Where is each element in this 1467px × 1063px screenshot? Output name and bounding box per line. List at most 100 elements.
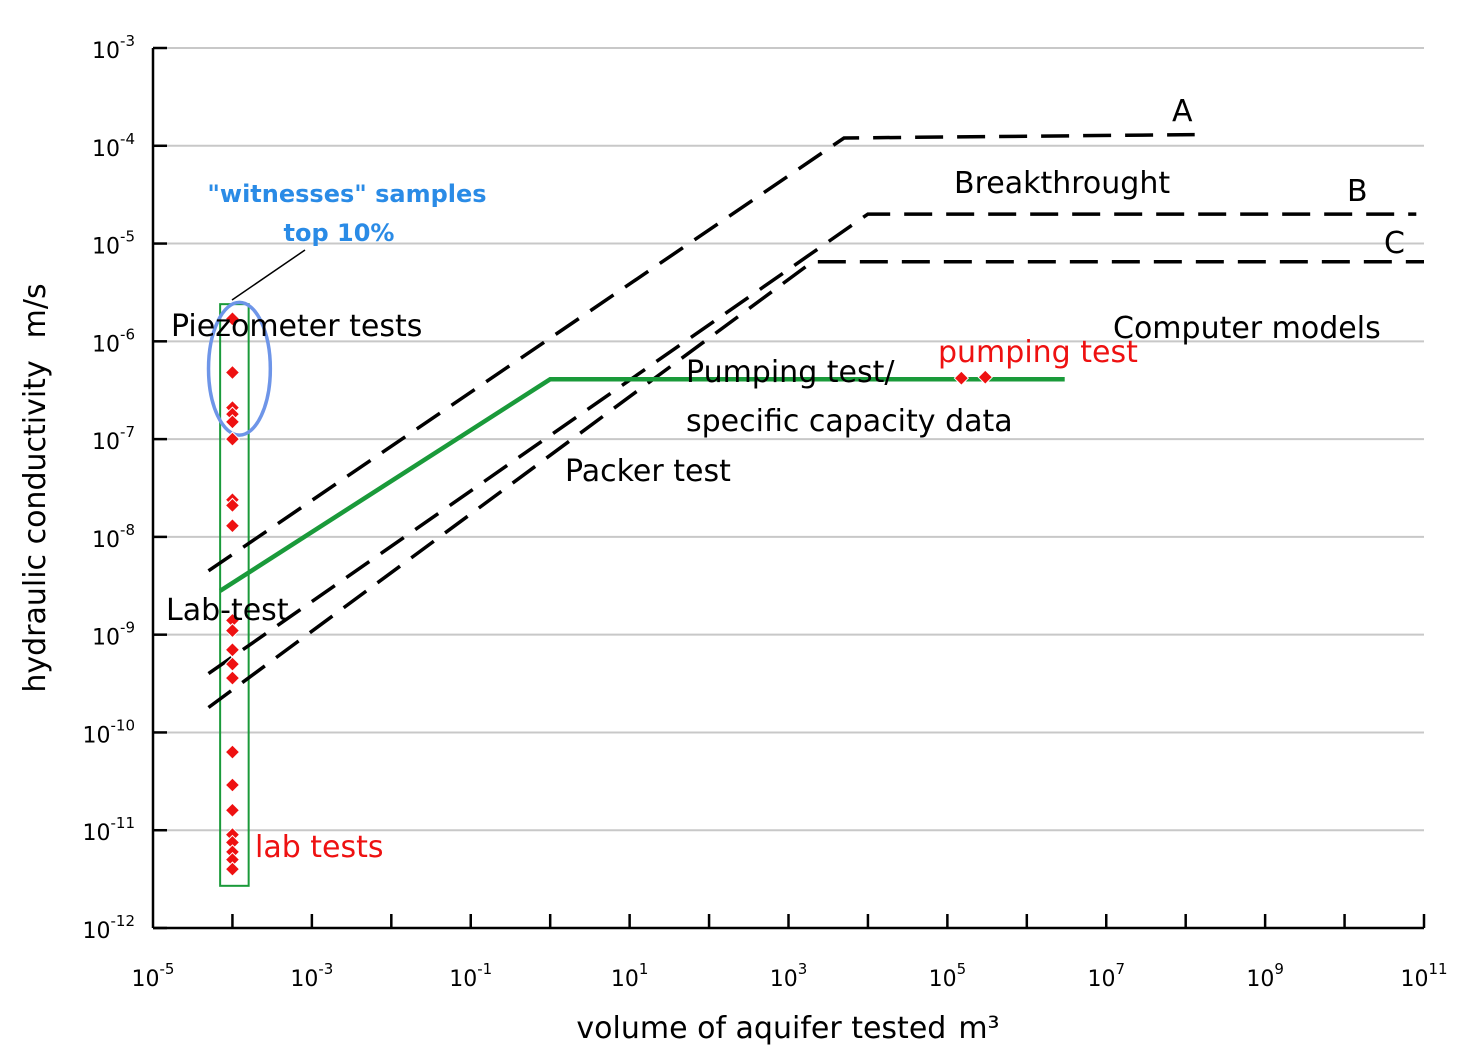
x-tick-base: 10 — [611, 967, 639, 992]
x-axis-unit: m³ — [958, 1011, 999, 1046]
annotations: A B C Breakthrought Computer models Piez… — [166, 94, 1405, 865]
y-tick-label: 10-6 — [92, 325, 135, 357]
annotation-piezometer-tests: Piezometer tests — [171, 309, 422, 344]
annotation-a: A — [1172, 94, 1193, 129]
annotation-lab-test: Lab-test — [166, 593, 289, 628]
dashed-line-b — [207, 212, 1417, 676]
x-ticks: 10-5 10-3 10-1 101 103 105 107 109 1011 — [132, 914, 1448, 992]
y-tick-base: 10 — [83, 723, 111, 748]
series — [206, 132, 1424, 887]
x-tick-exponent: 9 — [1274, 960, 1284, 978]
y-tick-label: 10-11 — [83, 814, 136, 846]
annotation-witnesses-1: "witnesses" samples — [207, 180, 486, 208]
annotation-packer-test: Packer test — [565, 454, 731, 489]
y-tick-exponent: -9 — [120, 619, 135, 637]
annotation-computer-models: Computer models — [1113, 311, 1381, 346]
x-tick-exponent: -1 — [477, 960, 492, 978]
x-tick-base: 10 — [770, 967, 798, 992]
x-tick-base: 10 — [1400, 967, 1428, 992]
lab-point — [224, 518, 241, 534]
x-tick-label: 10-1 — [449, 960, 492, 992]
pumping-point — [953, 370, 970, 386]
annotation-pumping-test-red: pumping test — [938, 335, 1138, 370]
y-tick-label: 10-4 — [92, 130, 135, 162]
y-tick-base: 10 — [92, 332, 120, 357]
annotation-lab-tests-red: lab tests — [255, 830, 384, 865]
y-tick-base: 10 — [83, 919, 111, 944]
y-tick-exponent: -5 — [120, 228, 135, 246]
annotation-breakthrough: Breakthrought — [954, 166, 1170, 201]
y-tick-label: 10-8 — [92, 521, 135, 553]
dashed-line-a — [207, 132, 1195, 573]
y-tick-base: 10 — [83, 821, 111, 846]
x-tick-exponent: -3 — [318, 960, 333, 978]
witness-leader-line — [231, 249, 306, 301]
y-tick-base: 10 — [92, 39, 120, 64]
lab-point — [224, 642, 241, 658]
lab-point — [224, 861, 241, 877]
annotation-pumping-test-2: specific capacity data — [686, 404, 1013, 439]
y-tick-label: 10-5 — [92, 228, 135, 260]
x-tick-exponent: 3 — [798, 960, 808, 978]
y-axis-unit: m/s — [18, 283, 53, 338]
annotation-b: B — [1347, 174, 1368, 209]
x-tick-exponent: 11 — [1428, 960, 1447, 978]
x-tick-label: 10-3 — [290, 960, 333, 992]
y-axis-title: hydraulic conductivity m/s — [18, 283, 53, 692]
x-tick-base: 10 — [449, 967, 477, 992]
lab-point — [224, 414, 241, 430]
lab-point — [224, 364, 241, 381]
y-tick-exponent: -10 — [111, 716, 136, 734]
x-axis-title: volume of aquifer tested m³ — [576, 1011, 999, 1046]
lab-point — [224, 431, 241, 447]
lab-point — [224, 622, 241, 639]
y-axis-label: hydraulic conductivity — [18, 360, 53, 692]
annotation-c: C — [1384, 226, 1405, 261]
x-tick-base: 10 — [290, 967, 318, 992]
x-tick-label: 103 — [770, 960, 808, 992]
y-tick-exponent: -7 — [120, 423, 135, 441]
y-tick-base: 10 — [92, 626, 120, 651]
x-tick-exponent: 1 — [639, 960, 649, 978]
lab-point — [224, 744, 241, 760]
x-tick-base: 10 — [929, 967, 957, 992]
green-line — [218, 376, 1065, 593]
y-ticks: 10-310-410-510-610-710-810-910-1010-1110… — [83, 32, 167, 944]
lab-point — [224, 497, 241, 514]
points — [224, 311, 993, 877]
y-tick-exponent: -6 — [120, 325, 135, 343]
y-tick-label: 10-9 — [92, 619, 135, 651]
y-tick-label: 10-3 — [92, 32, 135, 64]
witness-ellipse — [206, 300, 273, 437]
x-tick-exponent: 7 — [1115, 960, 1125, 978]
y-tick-base: 10 — [92, 235, 120, 260]
y-tick-exponent: -12 — [111, 912, 136, 930]
y-tick-exponent: -11 — [111, 814, 136, 832]
y-tick-label: 10-7 — [92, 423, 135, 455]
x-tick-base: 10 — [1246, 967, 1274, 992]
x-tick-exponent: -5 — [160, 960, 175, 978]
x-tick-base: 10 — [132, 967, 160, 992]
x-tick-base: 10 — [1087, 967, 1115, 992]
x-axis-label: volume of aquifer tested — [576, 1011, 946, 1046]
annotation-witnesses-2: top 10% — [284, 219, 395, 247]
x-tick-exponent: 5 — [957, 960, 967, 978]
y-tick-exponent: -8 — [120, 521, 135, 539]
lab-point — [224, 777, 241, 793]
pumping-point — [977, 369, 993, 385]
y-tick-exponent: -3 — [120, 32, 135, 50]
lab-point — [224, 311, 241, 327]
grid — [153, 47, 1424, 832]
y-tick-label: 10-10 — [83, 716, 136, 748]
axis-titles: volume of aquifer tested m³ hydraulic con… — [18, 283, 1000, 1046]
y-tick-base: 10 — [92, 528, 120, 553]
y-tick-base: 10 — [92, 137, 120, 162]
dashed-line-c — [207, 260, 1424, 709]
annotation-pumping-test-1: Pumping test/ — [686, 355, 895, 390]
x-tick-label: 101 — [611, 960, 649, 992]
x-tick-label: 1011 — [1400, 960, 1447, 992]
y-tick-label: 10-12 — [83, 912, 136, 944]
x-tick-label: 109 — [1246, 960, 1284, 992]
x-tick-label: 105 — [929, 960, 967, 992]
